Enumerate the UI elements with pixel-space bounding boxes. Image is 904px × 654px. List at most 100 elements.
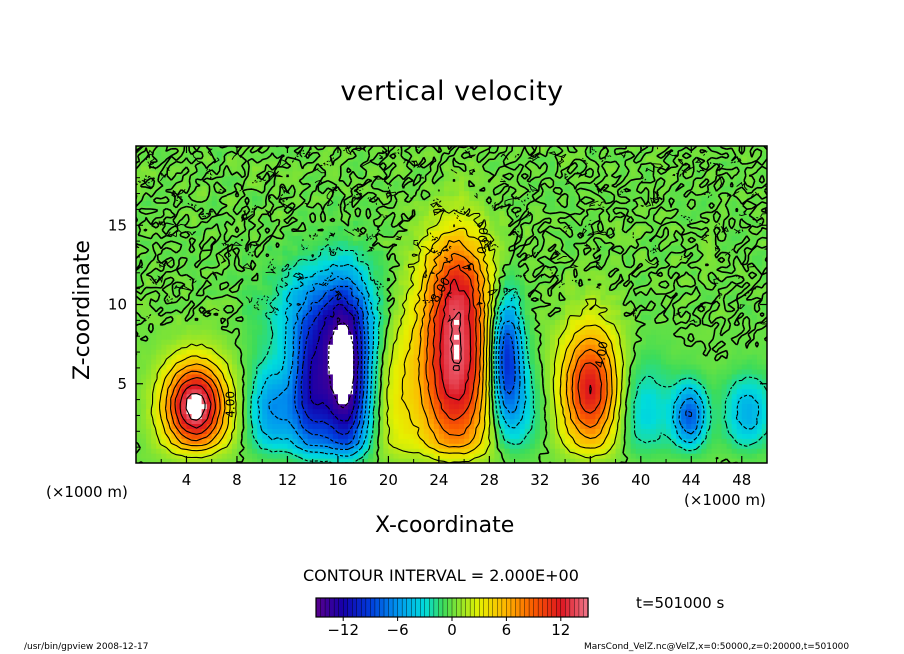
contour-level [185,308,462,421]
colorbar-segment [333,597,340,618]
colorbar-segment [420,597,426,618]
contour-level [309,303,359,422]
colorbar-segment [451,597,458,618]
colorbar-segment [343,597,349,618]
contour-level [327,317,355,409]
y-axis-label: Z-coordinate [70,240,95,380]
colorbar-segment [433,597,439,618]
contour-interval-label: CONTOUR INTERVAL = 2.000E+00 [303,566,579,585]
colorbar-segment [560,597,566,618]
x-tick-label: 8 [232,471,242,489]
colorbar-segment [397,597,403,618]
colorbar-tick-label: −6 [387,621,409,639]
y-tick-label: 15 [108,216,127,234]
colorbar-segment [352,597,358,618]
colorbar-segment [388,597,394,618]
contour-level [169,252,608,442]
x-tick-label: 44 [682,471,701,489]
x-tick-label: 12 [278,471,297,489]
colorbar-segment [320,597,326,618]
colorbar-segment [370,597,376,618]
contour-level [268,276,700,451]
colorbar-tick-label: 6 [502,621,512,639]
contour-level [159,224,618,455]
colorbar-segment [429,597,435,618]
colorbar-segment [447,597,453,618]
x-tick-label: 28 [480,471,499,489]
colorbar-segment [506,597,512,618]
contour-level [179,278,592,429]
colorbar-segment [347,597,353,618]
footer-program-info: /usr/bin/gpview 2008-12-17 [24,642,149,652]
x-tick-label: 20 [379,471,398,489]
colorbar-tick-label: −12 [327,621,359,639]
contour-label: 4.00 [592,340,610,369]
colorbar-segment [519,597,526,618]
colorbar-segment [324,597,331,618]
colorbar-segment [424,597,430,618]
contour-level [150,208,625,463]
colorbar-segment [456,597,462,618]
chart-title: vertical velocity [340,76,564,107]
x-tick-label: 24 [429,471,448,489]
colorbar-segment [356,597,362,618]
contour-level [249,244,767,463]
y-tick-label: 10 [108,296,127,314]
colorbar-segment [556,597,562,618]
colorbar-segment [547,597,553,618]
x-tick-label: 4 [182,471,192,489]
x-tick-label: 16 [328,471,347,489]
contour-level [293,285,693,445]
colorbar-segment [415,597,421,618]
colorbar-segment [569,597,575,618]
contour-level [300,293,363,436]
x-tick-label: 32 [530,471,549,489]
colorbar-segment [438,597,444,618]
colorbar-segment [392,597,399,618]
colorbar-segment [442,597,449,618]
colorbar-segment [488,597,494,618]
colorbar-segment [524,597,530,618]
colorbar-segment [411,597,417,618]
colorbar-segment [551,597,557,618]
contour-level [174,264,603,435]
colorbar-segment [528,597,535,618]
colorbar-segment [537,597,544,618]
x-axis-label: X-coordinate [375,513,515,538]
x-axis: 4 8 12 16 20 24 28 32 36 40 44 48 [160,146,751,489]
colorbar-segment [515,597,521,618]
colorbar-tick-label: 12 [551,621,570,639]
colorbar-segment [533,597,539,618]
colorbar-segment [379,597,385,618]
contour-label: 4.00 [223,391,237,418]
colorbar-segment [361,597,367,618]
colorbar-segment [501,597,507,618]
y-tick-label: 5 [117,375,127,393]
colorbar-segment [479,597,485,618]
colorbar-segment [365,597,371,618]
colorbar-segment [483,597,489,618]
colorbar-segment [578,597,585,618]
colorbar-segment [469,597,476,618]
footer-data-source: MarsCond_VelZ.nc@VelZ,x=0:50000,z=0:2000… [584,642,850,652]
colorbar-segment [492,597,498,618]
colorbar-segment [374,597,381,618]
colorbar-segment [497,597,503,618]
colorbar: −12 −6 0 6 12 [315,597,589,639]
colorbar-segment [565,597,571,618]
colorbar-segment [329,597,335,618]
colorbar-segment [401,597,408,618]
colorbar-segment [510,597,517,618]
colorbar-tick-label: 0 [447,621,457,639]
contour-level [164,239,613,448]
x-tick-label: 48 [732,471,751,489]
y-axis: 5 10 15 [108,161,767,448]
time-label: t=501000 s [636,594,725,612]
colorbar-segment [474,597,480,618]
contour-label: 0.00 [475,227,491,255]
colorbar-segment [460,597,467,618]
colorbar-segment [542,597,548,618]
x-tick-label: 40 [631,471,650,489]
x-tick-label: 36 [581,471,600,489]
